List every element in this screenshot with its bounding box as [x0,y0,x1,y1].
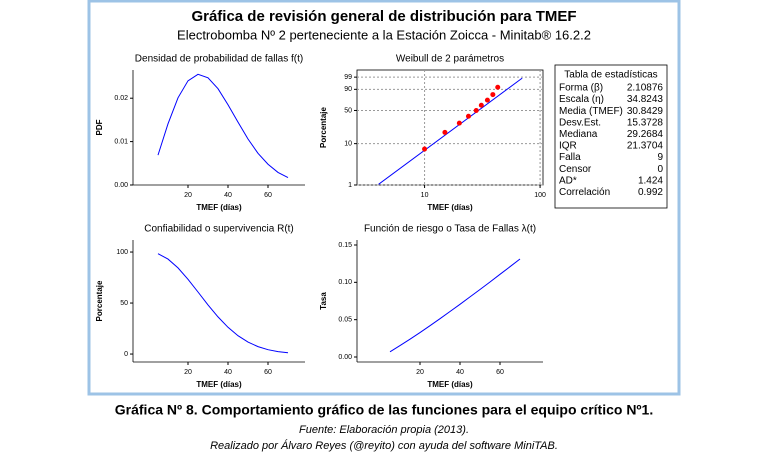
y-tick-label: 1 [348,182,352,189]
stats-value: 0 [657,164,663,175]
figure-subtitle: Electrobomba Nº 2 perteneciente a la Est… [177,27,591,42]
x-tick-label: 20 [184,192,192,199]
y-tick-label: 0.10 [338,279,352,286]
x-tick-label: 60 [264,369,272,376]
y-tick-label: 10 [344,140,352,147]
stats-value: 34.8243 [627,94,664,105]
data-point [465,113,471,119]
curve [389,258,521,353]
stats-label: IQR [559,141,577,152]
stats-label: Forma (β) [559,83,603,94]
data-point [473,107,479,113]
fit-line [378,77,523,185]
x-tick-label: 100 [534,192,546,199]
x-tick-label: 20 [184,369,192,376]
y-tick-label: 0.00 [114,182,128,189]
x-tick-label: 40 [224,369,232,376]
plot-title: Confiabilidad o supervivencia R(t) [144,224,294,235]
y-tick-label: 0.15 [338,242,352,249]
stats-value: 0.992 [638,187,663,198]
stats-value: 1.424 [638,175,663,186]
stats-label: Desv.Est. [559,117,601,128]
data-point [490,92,496,98]
y-tick-label: 0.02 [114,95,128,102]
y-tick-label: 0.01 [114,138,128,145]
y-tick-label: 90 [344,86,352,93]
x-axis-label: TMEF (días) [196,380,242,389]
figure-title: Gráfica de revisión general de distribuc… [191,8,576,25]
caption-credit: Realizado por Álvaro Reyes (@reyito) con… [210,439,558,452]
x-tick-label: 60 [264,192,272,199]
stats-value: 9 [657,152,663,163]
y-tick-label: 0 [124,351,128,358]
data-point [442,129,448,135]
data-point [422,146,428,152]
caption-title: Gráfica Nº 8. Comportamiento gráfico de … [115,402,653,418]
y-axis-label: PDF [95,119,104,135]
stats-table-frame [554,64,668,209]
x-tick-label: 10 [421,192,429,199]
stats-label: AD* [559,175,577,186]
curve [157,253,289,354]
plot-title: Función de riesgo o Tasa de Fallas λ(t) [364,224,536,235]
curve [157,73,289,179]
caption-source: Fuente: Elaboración propia (2013). [299,424,469,436]
stats-label: Mediana [559,129,598,140]
plot-title: Densidad de probabilidad de fallas f(t) [135,54,303,65]
data-point [478,102,484,108]
x-axis-label: TMEF (días) [196,203,242,212]
y-tick-label: 50 [120,300,128,307]
x-tick-label: 60 [496,369,504,376]
stats-label: Media (TMEF) [559,106,623,117]
x-axis-label: TMEF (días) [427,203,473,212]
stats-value: 15.3728 [627,117,664,128]
stats-label: Escala (η) [559,94,604,105]
stats-label: Falla [559,152,581,163]
stats-value: 2.10876 [627,83,664,94]
stats-value: 21.3704 [627,141,664,152]
x-axis-label: TMEF (días) [427,380,473,389]
y-tick-label: 99 [344,74,352,81]
stats-label: Censor [559,164,592,175]
y-tick-label: 0.05 [338,317,352,324]
x-tick-label: 20 [416,369,424,376]
data-point [456,120,462,126]
stats-table-title: Tabla de estadísticas [564,70,657,81]
stats-label: Correlación [559,187,610,198]
data-point [495,84,501,90]
stats-value: 29.2684 [627,129,664,140]
x-tick-label: 40 [456,369,464,376]
stats-value: 30.8429 [627,106,664,117]
y-tick-label: 0.00 [338,354,352,361]
data-point [484,97,490,103]
y-axis-label: Tasa [319,292,328,310]
y-tick-label: 100 [116,249,128,256]
y-axis-label: Porcentaje [319,106,328,147]
x-tick-label: 40 [224,192,232,199]
y-axis-label: Porcentaje [95,280,104,321]
plot-title: Weibull de 2 parámetros [396,54,504,65]
y-tick-label: 50 [344,107,352,114]
